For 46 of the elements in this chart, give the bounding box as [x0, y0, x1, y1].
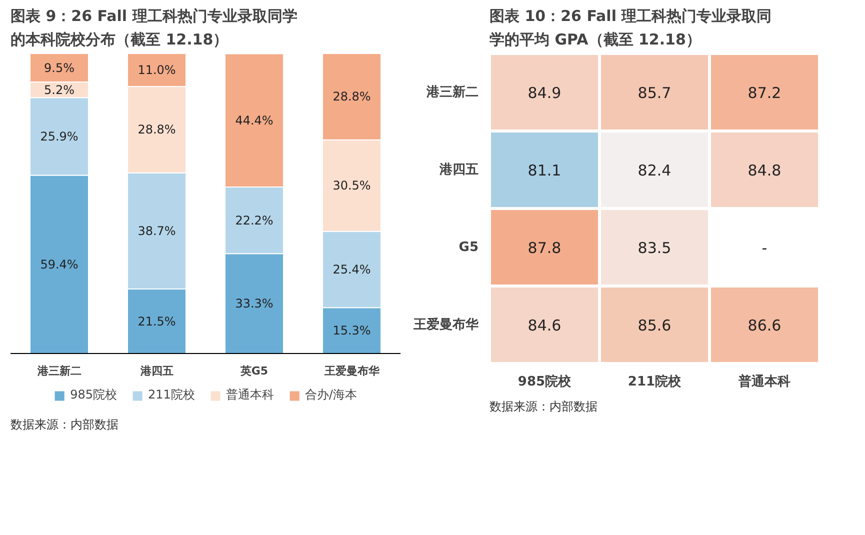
data-label: 86.6: [748, 316, 782, 334]
y-tick-label: G5: [458, 240, 479, 255]
data-label: 59.4%: [40, 257, 78, 272]
data-label: 28.8%: [332, 90, 371, 104]
x-tick-label: 港三新二: [36, 364, 82, 378]
legend-label: 合办/海本: [304, 386, 357, 404]
data-label: 38.7%: [138, 224, 176, 238]
data-label: 87.8: [528, 238, 562, 257]
legend-label: 211院校: [148, 386, 195, 404]
data-label: 87.2: [748, 84, 782, 102]
data-label: 30.5%: [332, 178, 371, 193]
legend-label: 985院校: [70, 386, 117, 404]
data-label: 84.9: [528, 84, 562, 102]
y-tick-label: 王爱曼布华: [412, 316, 480, 332]
data-label: 81.1: [528, 161, 562, 180]
data-label: 5.2%: [44, 82, 75, 97]
x-tick-label: 港四五: [139, 364, 174, 378]
data-label: 25.9%: [40, 129, 78, 144]
data-label: 85.7: [638, 84, 672, 102]
x-tick-label: 985院校: [518, 374, 572, 390]
data-label: 84.8: [748, 161, 782, 180]
x-tick-label: 英G5: [239, 364, 268, 378]
data-label: 33.3%: [235, 296, 274, 311]
y-tick-label: 港三新二: [426, 84, 478, 100]
chart-title: 图表 10：26 Fall 理工科热门专业录取同学的平均 GPA（截至 12.18）: [490, 7, 772, 48]
source-note: 数据来源：内部数据: [10, 418, 118, 432]
data-label: 28.8%: [138, 122, 176, 137]
data-label: 44.4%: [235, 113, 274, 128]
x-tick-label: 王爱曼布华: [323, 364, 380, 378]
data-label: 84.6: [528, 316, 562, 334]
text: -: [762, 238, 768, 257]
data-label: 21.5%: [138, 314, 176, 328]
data-label: 15.3%: [332, 324, 371, 338]
data-label: 22.2%: [235, 213, 274, 228]
legend-label: 普通本科: [226, 386, 274, 404]
x-tick-label: 普通本科: [738, 374, 790, 390]
data-label: 82.4: [638, 161, 672, 180]
source-note: 数据来源：内部数据: [490, 400, 598, 414]
x-tick-label: 211院校: [628, 374, 682, 390]
data-label: 85.6: [638, 316, 672, 334]
data-label: 83.5: [638, 238, 672, 257]
data-label: 11.0%: [138, 63, 176, 77]
data-label: 9.5%: [44, 60, 75, 75]
y-tick-label: 港四五: [438, 162, 478, 178]
data-label: 25.4%: [332, 262, 371, 276]
chart-title: 图表 9：26 Fall 理工科热门专业录取同学的本科院校分布（截至 12.18）: [10, 7, 298, 48]
